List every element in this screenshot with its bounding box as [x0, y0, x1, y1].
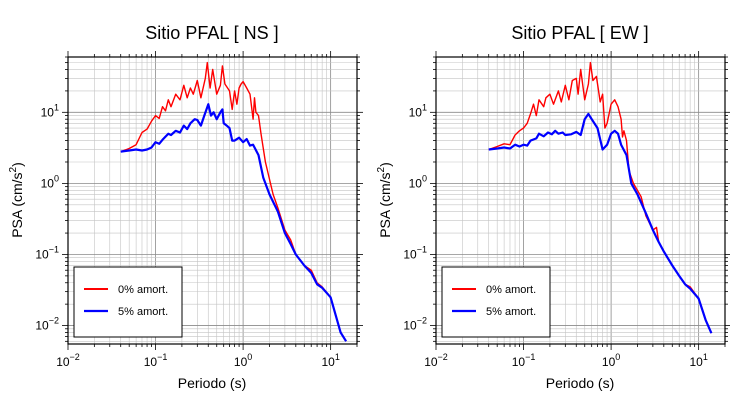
y-tick-label: 10−2 [403, 316, 427, 333]
y-axis-label-sup-ew: 2 [376, 166, 387, 172]
chart-title-ns: Sitio PFAL [ NS ] [145, 23, 278, 43]
legend-label-1-ew: 5% amort. [486, 306, 536, 318]
legend-label-0-ns: 0% amort. [118, 284, 168, 296]
legend-ns: 0% amort. 5% amort. [73, 266, 183, 338]
y-tick-label: 100 [41, 173, 59, 190]
series-line-0pct-ew [488, 61, 713, 334]
y-tick-label: 10−1 [35, 244, 59, 261]
x-axis-label-ew: Periodo (s) [546, 375, 614, 391]
x-tick-labels-ns: 10−2 10−1 100 101 [56, 352, 340, 369]
plot-frame-ns [67, 56, 358, 345]
x-tick-labels-ew: 10−2 10−1 100 101 [424, 352, 708, 369]
y-axis-label-sup-ns: 2 [8, 166, 19, 172]
legend-box-ew [441, 266, 551, 338]
y-tick-label: 10−1 [403, 244, 427, 261]
y-tick-label: 100 [409, 173, 427, 190]
legend-label-0-ew: 0% amort. [486, 284, 536, 296]
y-axis-label-ns: PSA (cm/s2) [8, 162, 25, 238]
x-tick-label: 100 [602, 352, 620, 369]
legend-ew: 0% amort. 5% amort. [441, 266, 551, 338]
y-axis-label-main-ns: PSA (cm/s [9, 172, 25, 237]
y-axis-label-main-ew: PSA (cm/s [377, 172, 393, 237]
series-ew [488, 61, 713, 334]
legend-box-ns [73, 266, 183, 338]
y-axis-label-end-ew: ) [377, 162, 393, 167]
legend-label-1-ns: 5% amort. [118, 306, 168, 318]
x-axis-label-ns: Periodo (s) [178, 375, 246, 391]
y-tick-label: 101 [41, 102, 59, 119]
x-tick-label: 101 [689, 352, 707, 369]
series-line-5pct-ew [488, 112, 713, 334]
y-axis-label-ew: PSA (cm/s2) [376, 162, 393, 238]
x-tick-label: 101 [321, 352, 339, 369]
y-axis-label-end-ns: ) [9, 162, 25, 167]
y-tick-labels-ns: 10−2 10−1 100 101 [35, 102, 59, 332]
y-tick-labels-ew: 10−2 10−1 100 101 [403, 102, 427, 332]
y-tick-label: 10−2 [35, 316, 59, 333]
x-tick-label: 10−2 [56, 352, 80, 369]
x-tick-label: 10−2 [424, 352, 448, 369]
y-tick-label: 101 [409, 102, 427, 119]
x-tick-label: 10−1 [512, 352, 536, 369]
plot-frame-ew [435, 56, 726, 345]
tick-marks-ns [62, 51, 363, 350]
x-tick-label: 100 [234, 352, 252, 369]
chart-panel-ew: Sitio PFAL [ EW ] Periodo (s) PSA (cm/s2… [376, 23, 730, 391]
tick-marks-ew [430, 51, 730, 350]
chart-title-ew: Sitio PFAL [ EW ] [511, 23, 648, 43]
chart-panel-ns: Sitio PFAL [ NS ] Periodo (s) PSA (cm/s2… [8, 23, 363, 391]
series-line-5pct-ns [120, 103, 348, 342]
series-ns [120, 61, 348, 342]
x-tick-label: 10−1 [144, 352, 168, 369]
